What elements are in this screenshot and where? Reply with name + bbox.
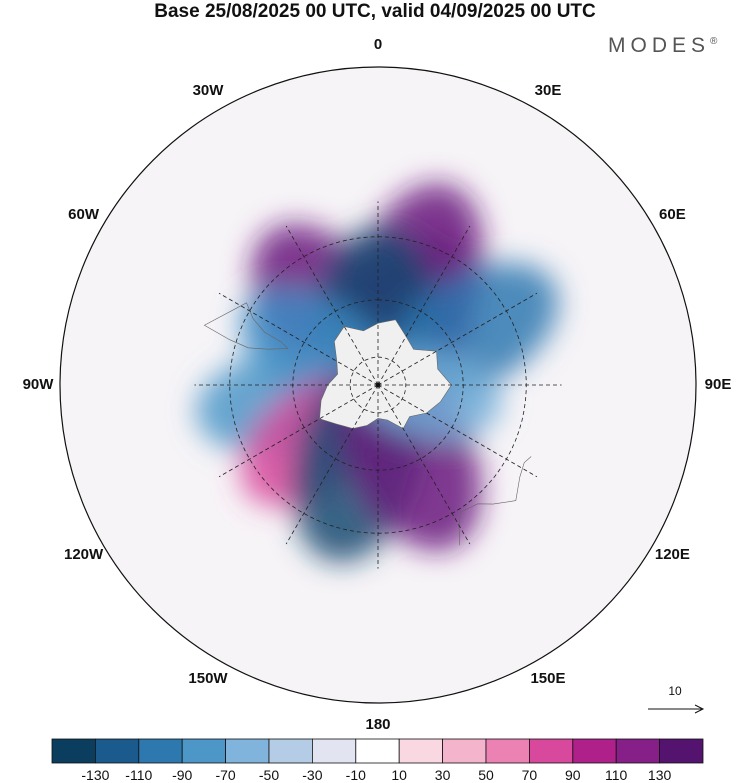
colorbar-tick: -10 [345, 767, 366, 783]
colorbar-tick: -110 [125, 767, 153, 783]
longitude-label-120e: 120E [654, 546, 690, 563]
colorbar-box-10 [442, 738, 487, 764]
colorbar-tick: 10 [391, 767, 407, 783]
colorbar-box-15 [659, 738, 704, 764]
colorbar-tick: -90 [172, 767, 193, 783]
longitude-label-150w: 150W [188, 670, 228, 688]
colorbar-tick: 50 [478, 767, 494, 783]
colorbar-tick: -70 [215, 767, 236, 783]
colorbar-box-6 [268, 738, 313, 764]
colorbar-box-3 [138, 738, 183, 764]
colorbar-tick: 110 [605, 767, 628, 783]
brand-logo: MODES® [608, 34, 717, 58]
graticule [194, 201, 562, 569]
colorbar-box-5 [225, 738, 270, 764]
antarctica-land [319, 319, 452, 430]
reference-vector-arrow [648, 704, 705, 714]
meridian-line [377, 384, 471, 545]
map-boundary [59, 66, 697, 704]
south-america-coastline [203, 302, 289, 350]
meridian-line [218, 384, 379, 478]
colorbar-box-1 [51, 738, 96, 764]
colorbar-box-7 [311, 738, 357, 764]
longitude-label-150e: 150E [530, 670, 566, 688]
longitude-label-30w: 30W [192, 81, 224, 99]
longitude-label-30e: 30E [534, 81, 562, 99]
parallel-line [349, 356, 407, 414]
colorbar-box-12 [529, 738, 574, 764]
australia-coastline [458, 456, 532, 546]
colorbar-tick: -130 [81, 767, 110, 783]
colorbar-tick: -30 [302, 767, 323, 783]
colorbar-box-2 [95, 738, 140, 764]
colorbar-tick: 70 [521, 767, 538, 783]
parallel-line [229, 236, 527, 534]
colorbar-tick: -50 [258, 767, 280, 783]
colorbar-box-13 [572, 738, 617, 764]
colorbar-tick: 130 [647, 767, 672, 783]
brand-name: MODES [608, 34, 711, 57]
meridian-line [377, 225, 471, 386]
map-title: Base 25/08/2025 00 UTC, valid 04/09/2025… [154, 1, 596, 22]
colorbar-box-9 [398, 738, 444, 764]
longitude-label-90e: 90E [704, 376, 732, 393]
meridian-line [377, 384, 538, 478]
longitude-label-60w: 60W [68, 206, 100, 223]
colorbar-tick: 90 [565, 767, 581, 783]
meridian-line [218, 292, 379, 386]
longitude-label-90w: 90W [22, 376, 54, 393]
longitude-label-180: 180 [365, 716, 391, 733]
south-pole-marker [375, 382, 381, 388]
colorbar-box-8 [355, 738, 400, 764]
longitude-label-60e: 60E [659, 206, 686, 223]
meridian-line [285, 225, 379, 386]
longitude-label-120w: 120W [64, 546, 104, 563]
colorbar-box-14 [615, 738, 661, 764]
parallel-line [292, 299, 464, 471]
colorbar-tick: 30 [434, 767, 451, 783]
reference-vector-label: 10 [668, 684, 682, 698]
brand-mark: ® [710, 36, 718, 47]
longitude-label-0: 0 [373, 36, 383, 53]
colorbar-box-11 [485, 738, 530, 764]
colorbar-box-4 [181, 738, 226, 764]
meridian-line [285, 384, 379, 545]
meridian-line [377, 292, 538, 386]
